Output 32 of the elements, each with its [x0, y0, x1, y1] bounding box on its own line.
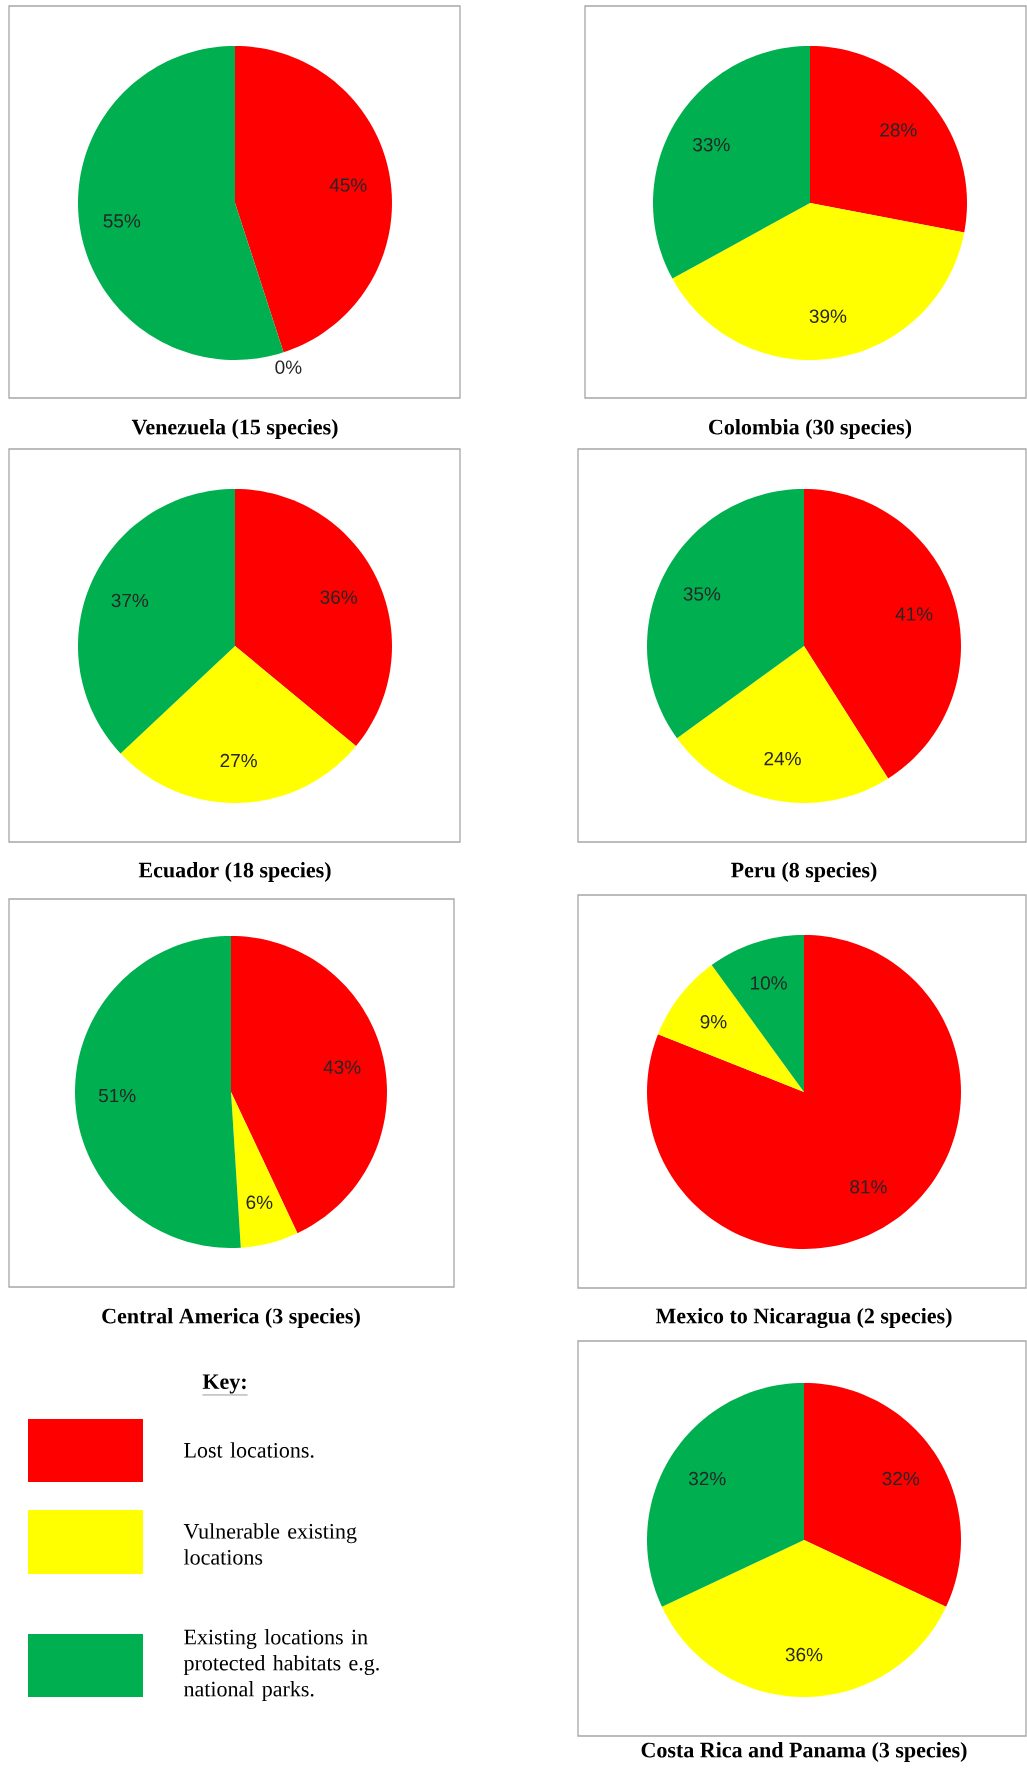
- data-label: 32%: [688, 1471, 726, 1486]
- data-label: 37%: [111, 593, 149, 608]
- text: Venezuela (15 species): [131, 419, 338, 439]
- data-label: 45%: [329, 178, 367, 192]
- data-label: 55%: [103, 214, 141, 228]
- data-label: 41%: [895, 607, 933, 621]
- data-label: 24%: [764, 751, 801, 766]
- data-label: 10%: [751, 976, 787, 990]
- text: Central America (3 species): [102, 1308, 360, 1328]
- data-label: 27%: [220, 753, 257, 768]
- data-label: 81%: [850, 1180, 887, 1194]
- text: Mexico to Nicaragua (2 species): [655, 1307, 952, 1329]
- data-label: 32%: [882, 1471, 920, 1486]
- text: Costa Rica and Panama (3 species): [641, 1742, 967, 1762]
- data-label: 36%: [320, 590, 358, 604]
- text: Ecuador (18 species): [138, 862, 331, 882]
- text: Vulnerable existing locations: [183, 1523, 357, 1565]
- text: Existing locations in protected habitats e.g. national parks.: [183, 1629, 379, 1701]
- data-label: 28%: [880, 123, 917, 137]
- legend-title: Key:: [202, 1374, 246, 1394]
- text: Colombia (30 species): [709, 419, 912, 439]
- data-label: 51%: [98, 1088, 136, 1103]
- text: Lost locations.: [184, 1442, 314, 1458]
- text: Peru (8 species): [731, 862, 877, 882]
- data-label: 35%: [683, 587, 721, 601]
- data-label: 39%: [809, 309, 847, 323]
- data-label: 6%: [246, 1195, 273, 1210]
- text: 0%: [275, 360, 302, 374]
- data-label: 33%: [693, 137, 730, 152]
- data-label: 43%: [323, 1060, 361, 1074]
- data-label: 36%: [785, 1647, 823, 1662]
- data-label: 9%: [700, 1015, 727, 1029]
